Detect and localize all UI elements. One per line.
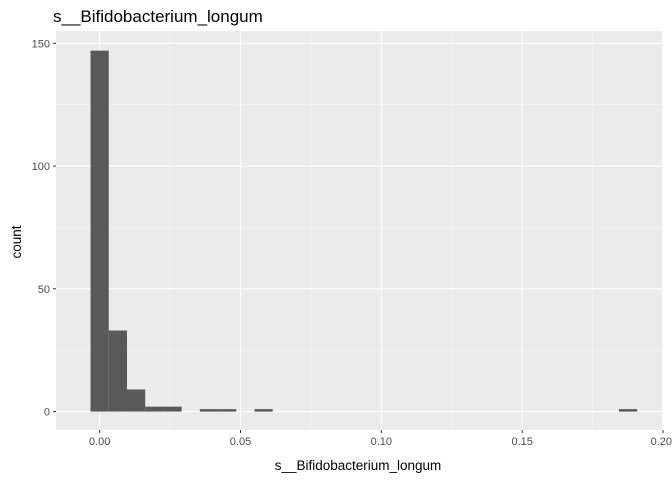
x-tick-label: 0.10 [371,436,392,448]
histogram-bars [90,50,638,412]
x-tick-label: 0.00 [89,436,110,448]
x-axis-title: s__Bifidobacterium_longum [275,458,442,473]
major-gridlines [56,31,664,430]
x-tick-label: 0.20 [651,436,672,448]
x-tick-label: 0.05 [230,436,251,448]
histogram-bar [218,409,237,412]
minor-gridlines [56,31,663,430]
histogram-bar [163,406,182,412]
y-axis-ticks: 0 50 100 150 [32,38,56,419]
chart-title: s__Bifidobacterium_longum [53,7,263,26]
histogram-bar [254,409,273,412]
histogram-bar [145,406,164,412]
histogram-bar [199,409,219,412]
y-tick-label: 100 [32,161,50,173]
y-tick-label: 150 [32,38,50,50]
histogram-bar [108,330,127,412]
y-axis-title: count [9,225,24,258]
x-axis-ticks: 0.00 0.05 0.10 0.15 0.20 [89,430,672,448]
histogram-bar [90,50,109,412]
histogram-bar [126,389,146,412]
y-tick-label: 50 [38,284,50,296]
plot-panel [56,31,663,430]
histogram-bar [618,409,638,412]
y-tick-label: 0 [44,407,50,419]
x-tick-label: 0.15 [511,436,532,448]
